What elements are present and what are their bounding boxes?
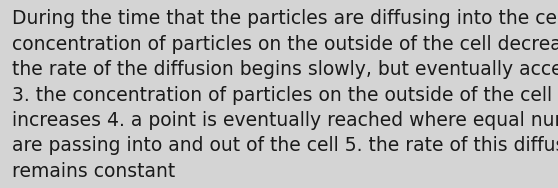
Text: the rate of the diffusion begins slowly, but eventually accelerates: the rate of the diffusion begins slowly,… <box>12 60 558 79</box>
Text: remains constant: remains constant <box>12 162 176 181</box>
Text: are passing into and out of the cell 5. the rate of this diffusion: are passing into and out of the cell 5. … <box>12 136 558 155</box>
Text: 3. the concentration of particles on the outside of the cell: 3. the concentration of particles on the… <box>12 86 552 105</box>
Text: During the time that the particles are diffusing into the cell 1. the: During the time that the particles are d… <box>12 9 558 28</box>
Text: increases 4. a point is eventually reached where equal numbers: increases 4. a point is eventually reach… <box>12 111 558 130</box>
Text: concentration of particles on the outside of the cell decreases 2.: concentration of particles on the outsid… <box>12 35 558 54</box>
